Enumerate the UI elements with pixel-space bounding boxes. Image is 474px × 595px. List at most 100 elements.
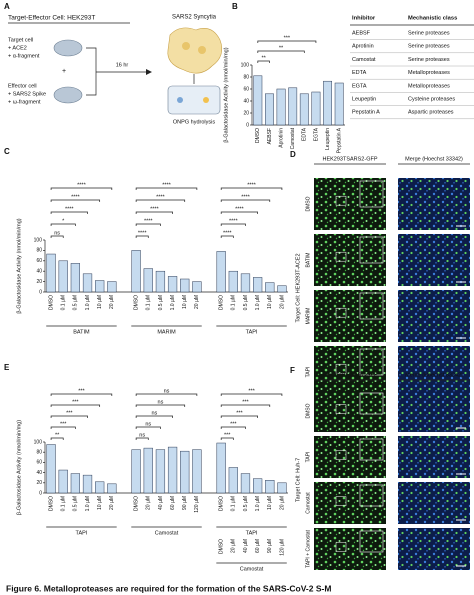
- significance-bracket: [135, 223, 161, 226]
- bar: [253, 277, 263, 293]
- micrograph: [398, 346, 470, 398]
- significance-label: ****: [247, 182, 256, 188]
- significance-label: ns: [145, 421, 151, 427]
- group-label: MARIM: [157, 329, 176, 335]
- x-tick-label: 1.0 µM: [170, 295, 176, 310]
- x-tick-label: 20 µM: [279, 295, 285, 309]
- significance-bracket: [135, 415, 173, 418]
- table-cell: Leupeptin: [352, 96, 376, 102]
- micrograph: [398, 390, 470, 432]
- significance-label: ****: [65, 206, 74, 212]
- group-label: TAPI: [76, 530, 88, 536]
- panel-label: A: [4, 2, 10, 11]
- y-tick-label: 40: [243, 98, 249, 104]
- significance-label: ****: [229, 218, 238, 224]
- micrograph-inset: [359, 484, 384, 507]
- column-header: Merge (Hoechst 33342): [405, 156, 463, 162]
- x-tick-label: 120 µM: [194, 496, 200, 513]
- bar: [253, 478, 263, 494]
- bar: [216, 251, 226, 293]
- cell-text: + ω-fragment: [8, 99, 41, 105]
- assay-label: ONPG hydrolysis: [173, 119, 215, 125]
- significance-label: ***: [248, 388, 255, 394]
- zoom-box: [335, 195, 347, 206]
- nucleus-icon: [198, 46, 206, 54]
- row-label: MARIM: [305, 308, 311, 325]
- y-axis-label: β-Galactosidase Activity (nmol/min/mg): [16, 420, 22, 515]
- micrograph: [398, 234, 470, 286]
- significance-bracket: [50, 426, 76, 429]
- assay-dot: [203, 97, 209, 103]
- table-cell: EDTA: [352, 70, 367, 76]
- significance-bracket: [50, 393, 113, 396]
- y-tick-label: 0: [39, 289, 42, 295]
- significance-label: ***: [230, 421, 237, 427]
- x-tick-label: 10 µM: [267, 496, 273, 510]
- significance-label: ****: [223, 230, 232, 236]
- significance-label: ****: [150, 206, 159, 212]
- micrograph: [398, 290, 470, 342]
- panel-title: Target-Effector Cell: HEK293T: [8, 15, 95, 22]
- bar: [323, 80, 332, 126]
- significance-bracket: [220, 393, 283, 396]
- y-tick-label: 40: [36, 470, 42, 476]
- table-cell: Serine proteases: [408, 30, 450, 36]
- x-subtick-label: 20 µM: [231, 539, 237, 553]
- y-tick-label: 20: [36, 279, 42, 285]
- table-cell: Camostat: [352, 57, 376, 63]
- significance-bracket: [135, 437, 149, 440]
- x-tick-label: 20 µM: [146, 496, 152, 510]
- significance-label: ****: [156, 194, 165, 200]
- significance-bracket: [220, 235, 234, 238]
- x-tick-label: DMSO: [133, 496, 139, 511]
- significance-bracket: [135, 426, 161, 429]
- significance-label: **: [279, 45, 284, 51]
- table-cell: Aprotinin: [352, 44, 374, 50]
- x-tick-label: 10 µM: [182, 295, 188, 309]
- side-label: Target Cell: Huh-7: [295, 458, 301, 502]
- column-header: HEK293TSARS2-GFP: [322, 156, 377, 162]
- micrograph: [398, 436, 470, 478]
- bar: [277, 285, 287, 293]
- significance-label: ns: [54, 230, 60, 236]
- significance-bracket: [135, 393, 198, 396]
- zoom-box: [335, 307, 347, 318]
- table-cell: EGTA: [352, 83, 367, 89]
- significance-bracket: [50, 223, 76, 226]
- nucleus-icon: [182, 42, 190, 50]
- significance-bracket: [135, 235, 149, 238]
- significance-label: **: [55, 432, 60, 438]
- x-tick-label: 10 µM: [267, 295, 273, 309]
- bar: [311, 91, 321, 126]
- x-tick-label: 0.1 µM: [146, 295, 152, 310]
- significance-label: ***: [236, 410, 243, 416]
- significance-bracket: [135, 187, 198, 190]
- significance-label: ns: [139, 432, 145, 438]
- arrow-head: [146, 69, 152, 75]
- panel-label: C: [4, 147, 10, 156]
- significance-bracket: [50, 404, 101, 407]
- group-label: BATIM: [73, 329, 90, 335]
- bar: [155, 449, 166, 494]
- y-tick-label: 0: [39, 490, 42, 496]
- zoom-box: [335, 251, 347, 262]
- significance-bracket: [220, 426, 246, 429]
- row-label: DMSO: [305, 196, 311, 211]
- x-tick-label: 1.0 µM: [255, 496, 261, 511]
- y-tick-label: 60: [243, 86, 249, 92]
- y-axis-label: β-Galactosidase Activity (nmol/min/mg): [16, 218, 22, 313]
- bar: [276, 88, 286, 126]
- cell-icon: [53, 86, 83, 104]
- x-tick-label: 0.5 µM: [243, 496, 249, 511]
- bar: [167, 446, 178, 494]
- significance-bracket: [220, 211, 258, 214]
- group-label: Camostat: [155, 530, 179, 536]
- x-tick-label: Leupeptin: [325, 128, 331, 150]
- side-label: Target Cell: HEK293T-ACE2: [295, 253, 301, 322]
- x-tick-label: AEBSF: [267, 128, 273, 144]
- significance-label: ****: [138, 230, 147, 236]
- micrograph-inset: [359, 180, 384, 208]
- bar: [82, 474, 93, 494]
- micrograph-inset: [359, 236, 384, 264]
- bar: [288, 87, 298, 126]
